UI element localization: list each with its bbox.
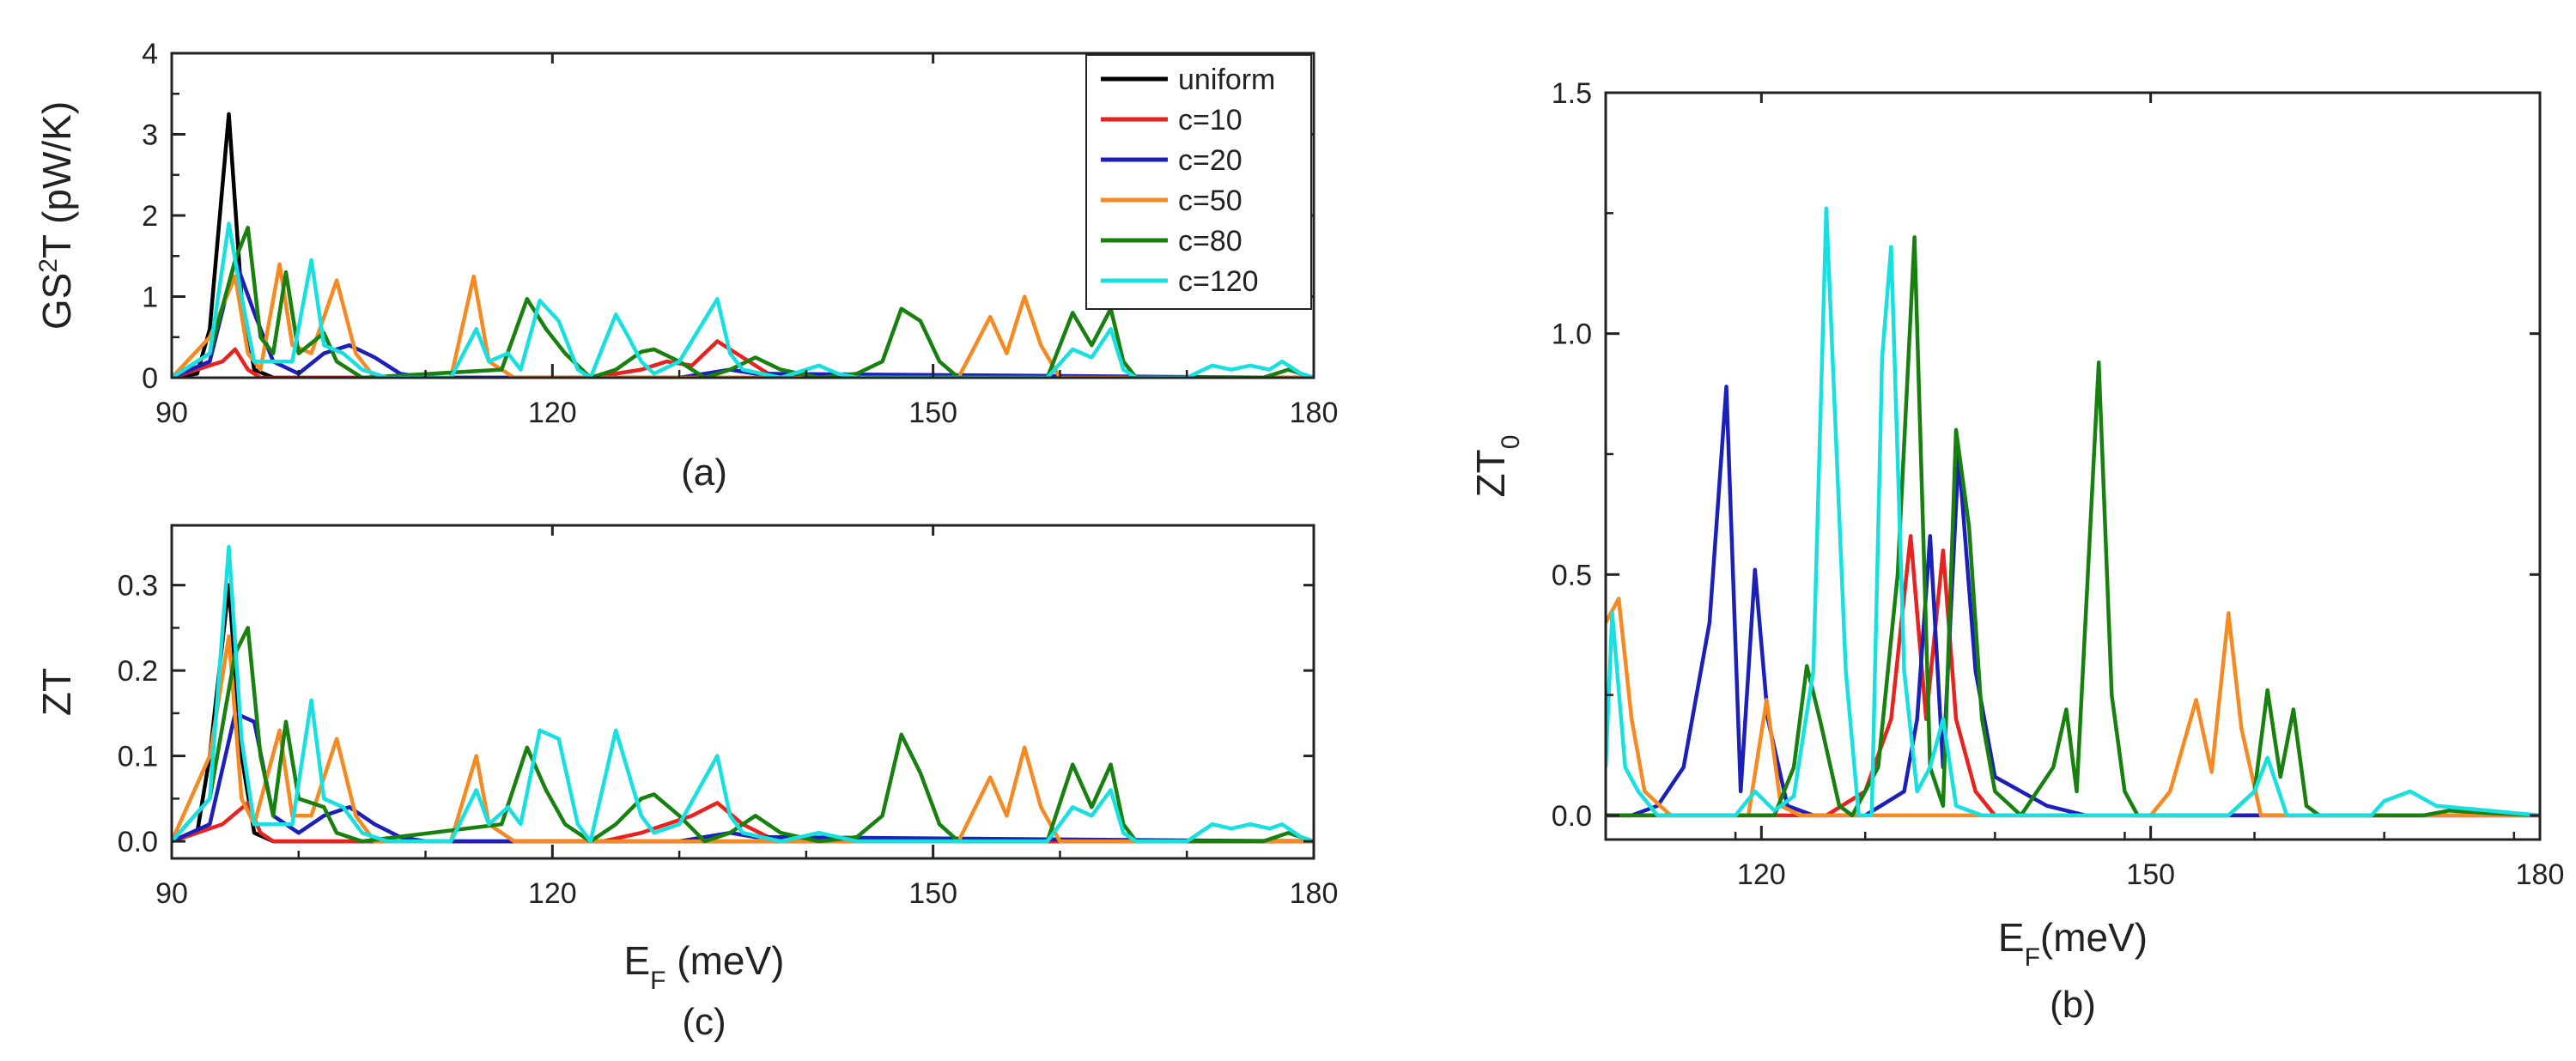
- series-line-uniform: [172, 583, 1314, 844]
- series-line-c-20: [172, 258, 1314, 378]
- panel-a-ylabel: GS2T (pW/K): [34, 101, 80, 330]
- panel-c-frame: [170, 524, 1315, 860]
- panel-a-series: [172, 112, 1314, 378]
- series-line-c-50: [1606, 597, 2540, 818]
- series-line-c-10: [1606, 534, 2540, 818]
- panel-b-frame: [1604, 91, 2542, 841]
- series-line-c-80: [1606, 235, 2540, 818]
- series-line-c-120: [172, 221, 1314, 378]
- y-tick-label: 3: [142, 119, 158, 152]
- panel-b-xlabel: EF(meV): [1998, 915, 2148, 972]
- x-tick-label: 150: [908, 397, 957, 429]
- series-line-c-80: [172, 626, 1314, 844]
- x-tick-label: 150: [908, 877, 957, 910]
- series-line-c-80: [172, 225, 1314, 378]
- panel-c-ylabel: ZT: [34, 668, 79, 716]
- legend-label: c=80: [1178, 225, 1242, 258]
- x-tick-label: 90: [155, 397, 188, 429]
- y-tick-label: 0.2: [118, 655, 158, 688]
- y-tick-label: 4: [142, 38, 158, 70]
- legend-label: c=120: [1178, 265, 1259, 298]
- panel-b-caption: (b): [2050, 984, 2096, 1026]
- panel-c-caption: (c): [682, 1001, 726, 1043]
- panel-b-zt0-chart: 120 150 180 0.0 0.5 1.0 1.5 ZT0 EF(meV) (b): [1468, 77, 2564, 1026]
- legend-box: [1085, 54, 1312, 310]
- y-tick-label: 1.0: [1552, 318, 1592, 351]
- y-tick-label: 0.0: [1552, 800, 1592, 833]
- panel-c-series: [172, 544, 1314, 844]
- panel-c-ticks: 90 120 150 180 0.0 0.1 0.2 0.3: [118, 525, 1339, 910]
- y-tick-label: 2: [142, 200, 158, 233]
- x-tick-label: 180: [1290, 397, 1339, 429]
- x-tick-label: 120: [1737, 858, 1786, 891]
- y-tick-label: 1.5: [1552, 77, 1592, 110]
- legend-label: c=20: [1178, 144, 1242, 177]
- panel-b-ticks: 120 150 180 0.0 0.5 1.0 1.5: [1552, 77, 2565, 891]
- panel-b-series: [1606, 206, 2540, 818]
- legend-label: c=50: [1178, 185, 1242, 217]
- panel-a-gs2t-chart: 90 120 150 180 0 1 2 3 4 uniform c=10 c=20 c=50 c=80…: [34, 38, 1339, 494]
- y-tick-label: 1: [142, 282, 158, 314]
- series-line-c-10: [172, 339, 1314, 378]
- x-tick-label: 120: [528, 397, 577, 429]
- panel-a-ticks: 90 120 150 180 0 1 2 3 4: [142, 38, 1338, 429]
- panel-c-xlabel: EF (meV): [623, 938, 784, 995]
- y-tick-label: 0.1: [118, 741, 158, 773]
- panel-b-ylabel: ZT0: [1468, 435, 1525, 498]
- y-tick-label: 0.3: [118, 570, 158, 603]
- x-tick-label: 150: [2126, 858, 2175, 891]
- series-line-c-20: [172, 711, 1314, 844]
- legend-label: c=10: [1178, 104, 1242, 136]
- y-tick-label: 0.0: [118, 826, 158, 858]
- series-line-c-120: [1606, 206, 2540, 818]
- y-tick-label: 0.5: [1552, 559, 1592, 591]
- x-tick-label: 90: [155, 877, 188, 910]
- panel-a-caption: (a): [681, 452, 727, 494]
- x-tick-label: 180: [1290, 877, 1339, 910]
- y-tick-label: 0: [142, 362, 158, 395]
- x-tick-label: 120: [528, 877, 577, 910]
- series-line-c-120: [172, 544, 1314, 844]
- panel-c-zt-chart: 90 120 150 180 0.0 0.1 0.2 0.3 ZT EF (meV) (c): [34, 524, 1339, 1043]
- panel-a-legend: uniform c=10 c=20 c=50 c=80 c=120: [1085, 54, 1312, 310]
- x-tick-label: 180: [2516, 858, 2565, 891]
- legend-label: uniform: [1178, 64, 1275, 96]
